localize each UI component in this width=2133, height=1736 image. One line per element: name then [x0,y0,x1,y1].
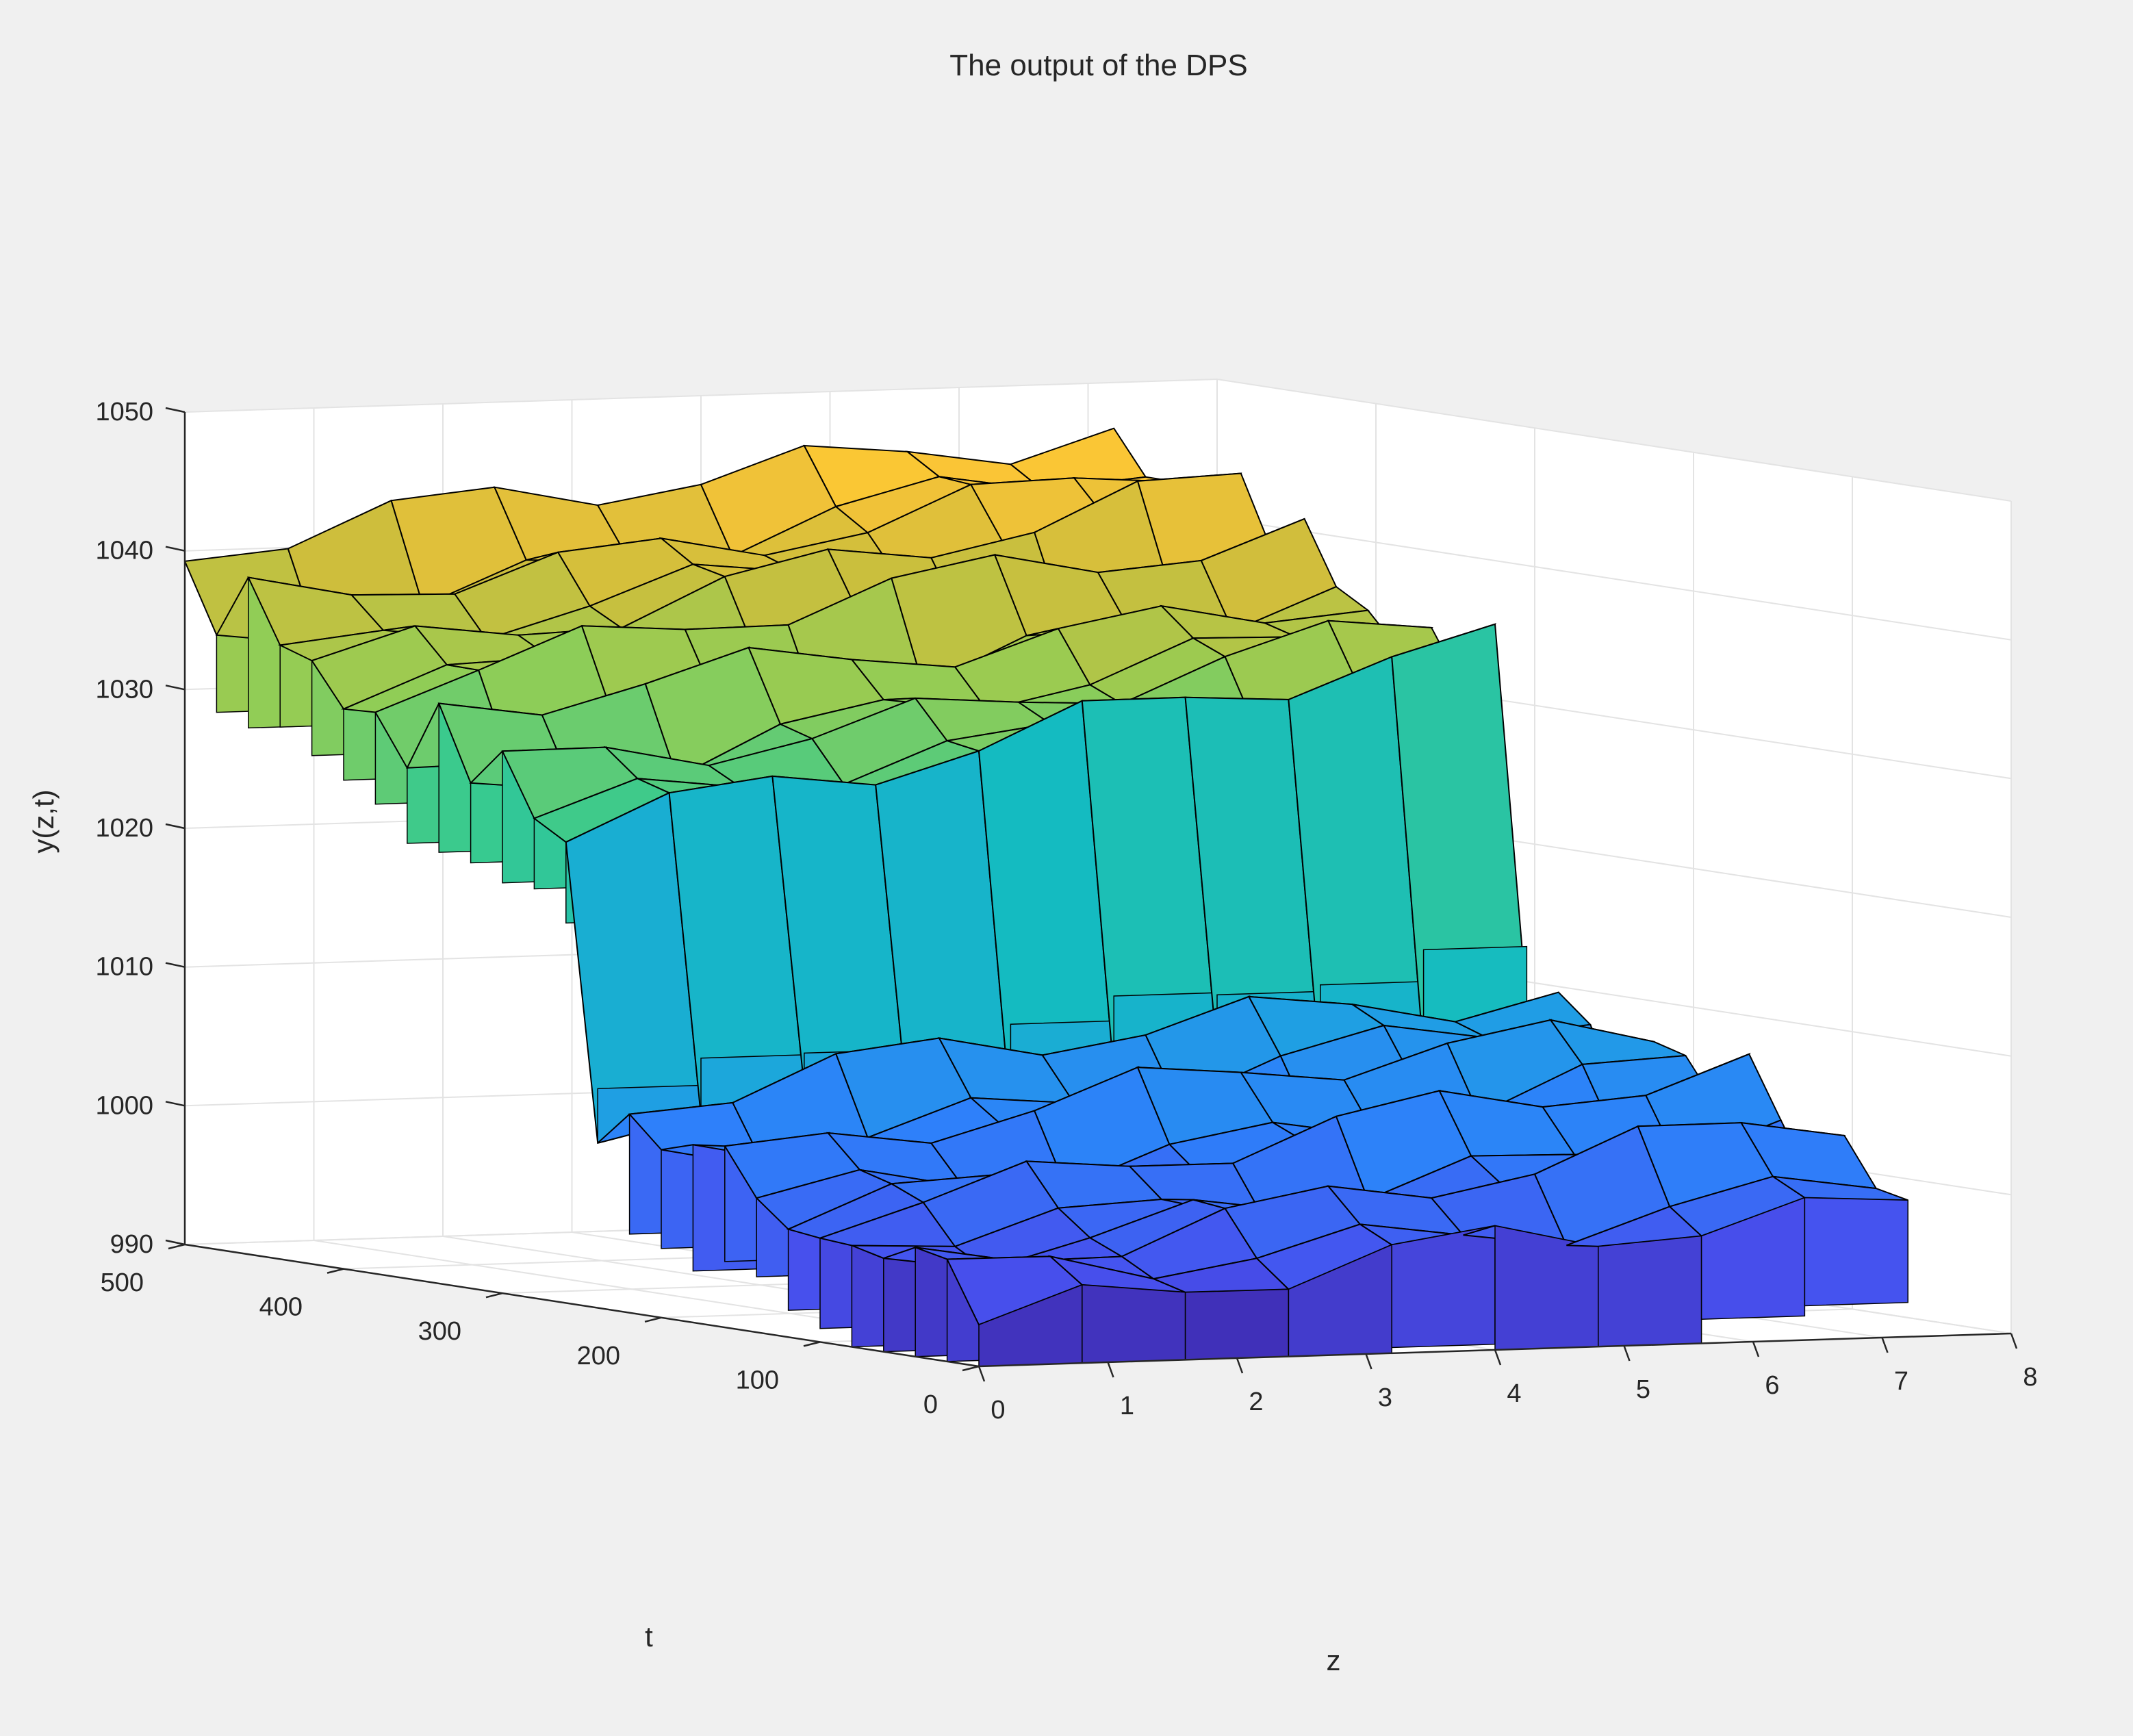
z-tick-label: 2 [1249,1388,1263,1416]
t-tick-mark [485,1292,503,1299]
surface-mesh [183,427,1908,1367]
z-axis-label: y(z,t) [27,789,60,853]
z-tick-mark [1752,1341,1760,1357]
t-tick-label: 100 [736,1366,779,1394]
chart-title: The output of the DPS [949,49,1247,82]
y-tick-mark [165,407,186,413]
t-tick-mark [803,1341,821,1347]
t-axis-line [184,1243,980,1368]
z-tick-label: 3 [1378,1383,1392,1412]
y-tick-mark [165,685,186,691]
z-tick-label: 0 [991,1396,1005,1425]
tick-labels: 0 1 2 3 4 5 6 7 8 0 100 200 300 400 500 990 1000 1010 1020… [95,398,2037,1425]
surface-face [1598,1235,1702,1347]
t-tick-label: 400 [259,1293,303,1322]
t-tick-mark [168,1243,186,1250]
y-tick-label: 1010 [95,953,153,982]
y-tick-mark [165,546,186,552]
z-tick-mark [1107,1362,1114,1378]
surface-face [1391,1225,1496,1349]
z-tick-label: 5 [1636,1375,1650,1404]
z-tick-mark [1881,1337,1889,1353]
y-tick-label: 1030 [95,675,153,704]
y-axis-label: t [645,1620,653,1652]
surface-face [1804,1197,1908,1307]
y-tick-label: 1020 [95,814,153,843]
z-tick-mark [1365,1353,1372,1370]
y-tick-label: 1000 [95,1091,153,1120]
grid-line-y [184,378,2012,502]
y-tick-label: 990 [110,1230,153,1259]
z-tick-label: 8 [2023,1363,2037,1392]
y-tick-mark [165,962,186,968]
y-tick-label: 1050 [95,398,153,426]
surface-face [1082,1284,1186,1364]
t-tick-label: 500 [101,1268,144,1297]
z-tick-mark [1494,1349,1502,1366]
z-tick-label: 6 [1765,1371,1779,1400]
y-tick-mark [165,823,186,830]
z-tick-mark [2010,1333,2018,1349]
surface-face [1700,1197,1806,1320]
t-tick-label: 200 [577,1342,620,1370]
y-tick-mark [165,1101,186,1107]
z-tick-label: 1 [1120,1392,1134,1420]
y-tick-label: 1040 [95,537,153,565]
surface-face [1184,1288,1290,1361]
z-tick-mark [978,1366,986,1382]
t-tick-mark [327,1268,344,1274]
z-tick-mark [1236,1357,1244,1374]
x-axis-label: z [1327,1644,1341,1676]
y-tick-mark [165,1239,186,1246]
t-tick-mark [644,1316,662,1323]
t-tick-mark [962,1365,980,1372]
z-tick-label: 4 [1507,1379,1521,1408]
z-tick-label: 7 [1894,1367,1908,1396]
t-tick-label: 300 [418,1317,461,1346]
z-tick-mark [1623,1345,1631,1362]
t-tick-label: 0 [923,1390,938,1419]
